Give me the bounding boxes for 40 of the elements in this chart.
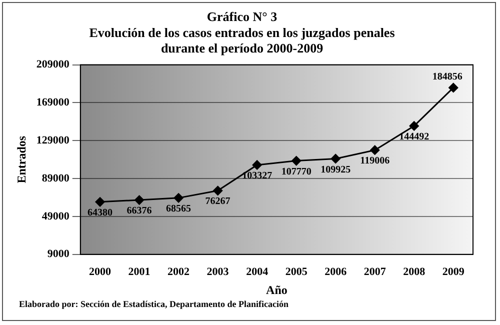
x-tick-label: 2007 bbox=[364, 266, 386, 278]
x-tick-label: 2006 bbox=[324, 266, 348, 278]
data-label: 109925 bbox=[320, 164, 351, 176]
point bbox=[95, 197, 105, 207]
x-tick-label: 2008 bbox=[403, 266, 426, 278]
y-axis-title: Entrados bbox=[14, 136, 28, 184]
x-tick-label: 2005 bbox=[285, 266, 308, 278]
point bbox=[370, 145, 380, 155]
data-label: 66376 bbox=[126, 206, 152, 217]
data-label: 76267 bbox=[205, 196, 230, 208]
data-label: 119006 bbox=[360, 156, 390, 167]
y-tick-label: 209000 bbox=[36, 58, 70, 71]
point bbox=[448, 82, 458, 92]
data-label: 107770 bbox=[281, 166, 312, 178]
x-tick-label: 2001 bbox=[128, 266, 150, 278]
data-label: 144492 bbox=[399, 132, 430, 143]
point bbox=[330, 154, 340, 164]
y-tick-label: 49000 bbox=[42, 210, 70, 222]
y-tick-label: 9000 bbox=[47, 248, 70, 260]
y-tick-label: 89000 bbox=[42, 172, 70, 184]
y-tick-label: 169000 bbox=[36, 96, 70, 109]
x-axis-title: Año bbox=[266, 282, 288, 297]
text: Elaborado por: Sección de Estadística, Departamento de Planificación bbox=[19, 299, 288, 309]
x-tick-label: 2002 bbox=[168, 266, 190, 278]
data-label: 68565 bbox=[166, 204, 192, 215]
x-tick-label: 2003 bbox=[206, 266, 230, 278]
point bbox=[409, 121, 419, 131]
data-label: 64380 bbox=[88, 207, 113, 218]
point bbox=[174, 193, 184, 203]
chart-title: Gráfico N° 3 Evolución de los casos entrados en los juzgados penales durante el período 2000-2009 bbox=[89, 9, 395, 56]
data-label: 184856 bbox=[432, 71, 462, 82]
point bbox=[134, 195, 144, 205]
data-label: 103327 bbox=[242, 170, 272, 182]
point bbox=[292, 156, 302, 166]
x-tick-label: 2000 bbox=[89, 266, 112, 278]
y-tick-label: 129000 bbox=[36, 134, 70, 146]
point bbox=[213, 186, 223, 196]
x-tick-label: 2009 bbox=[442, 266, 465, 278]
point bbox=[252, 160, 262, 170]
x-tick-label: 2004 bbox=[246, 266, 269, 278]
